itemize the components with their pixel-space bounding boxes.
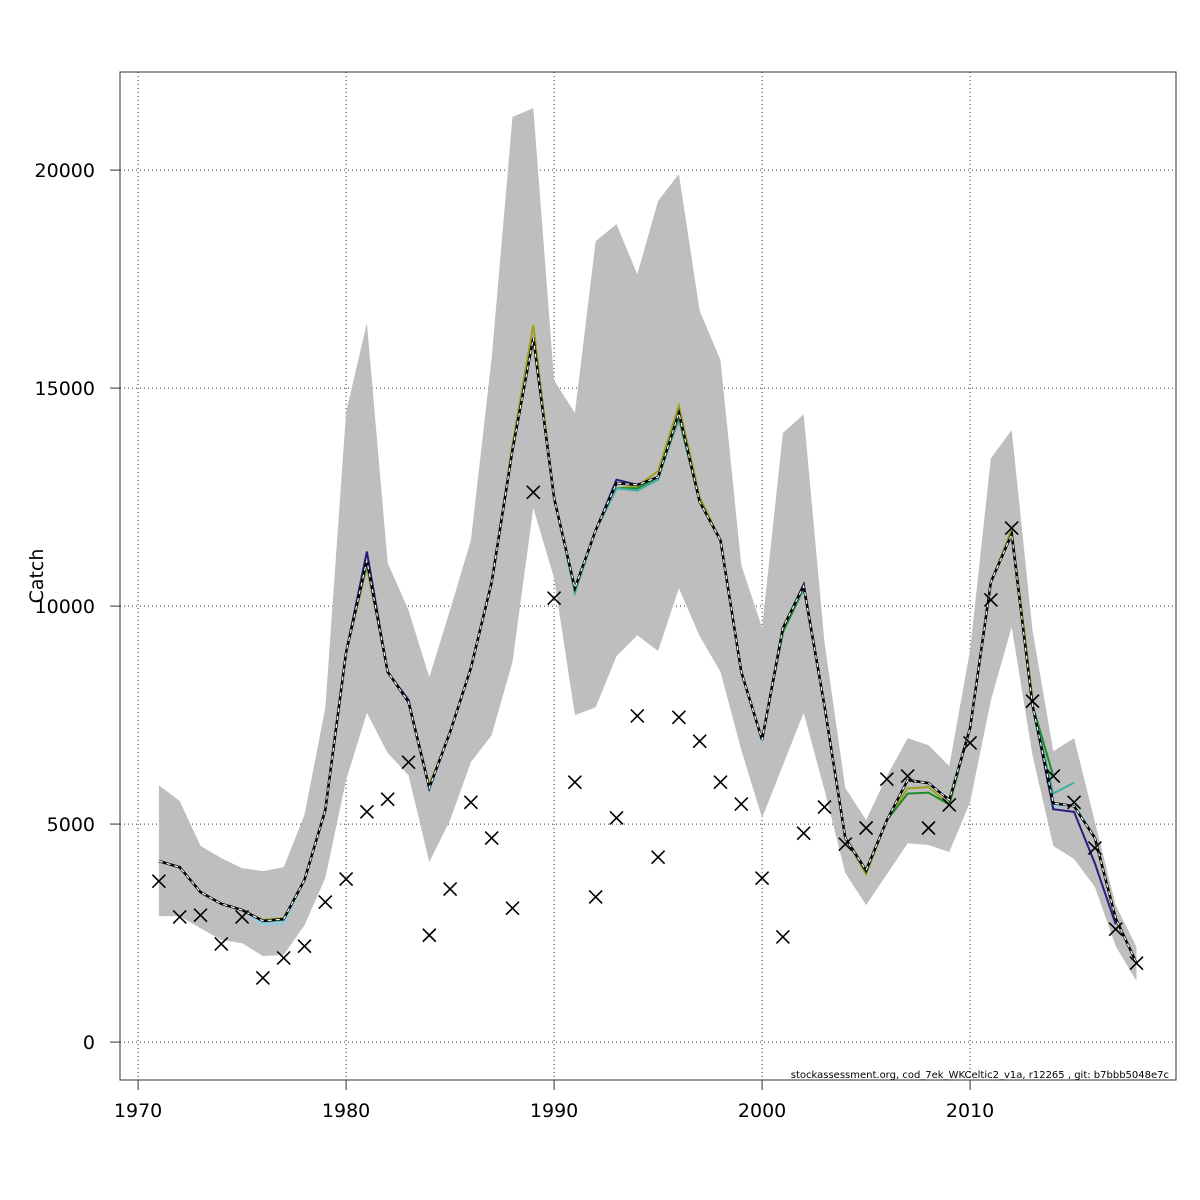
- observed-point: [255, 970, 270, 986]
- y-tick-label: 20000: [35, 160, 95, 182]
- observed-point: [817, 800, 832, 815]
- observed-point: [235, 909, 250, 925]
- x-tick-label: 1980: [322, 1100, 370, 1122]
- observed-point: [422, 928, 437, 943]
- y-axis-label: Catch: [26, 549, 48, 604]
- observed-point: [671, 710, 686, 725]
- series-lines: [158, 324, 1138, 964]
- observed-point: [630, 708, 645, 724]
- x-tick-label: 2010: [946, 1100, 994, 1122]
- observed-point: [838, 837, 853, 852]
- observed-point: [276, 950, 291, 965]
- observed-point: [983, 592, 998, 608]
- y-tick-label: 10000: [35, 596, 95, 618]
- observed-point: [547, 591, 562, 606]
- observed-point: [172, 909, 187, 925]
- observed-point: [567, 775, 582, 790]
- observed-point: [1087, 840, 1102, 856]
- observed-point: [609, 810, 624, 826]
- observed-point: [796, 826, 811, 841]
- x-tick-label: 1990: [530, 1100, 578, 1122]
- observed-point: [1129, 956, 1144, 971]
- observed-point: [1108, 922, 1123, 937]
- observed-point: [1046, 769, 1061, 784]
- observed-point: [463, 795, 478, 810]
- x-tick-label: 2000: [738, 1100, 786, 1122]
- observed-point: [1004, 520, 1019, 536]
- y-tick-label: 15000: [35, 378, 95, 400]
- observed-point: [443, 881, 458, 897]
- observed-point: [1025, 694, 1040, 709]
- observed-point: [692, 734, 707, 749]
- observed-point: [214, 936, 229, 952]
- confidence-band: [158, 108, 1137, 982]
- observed-point: [963, 735, 978, 751]
- observed-point: [297, 939, 312, 954]
- observed-point: [380, 792, 395, 807]
- y-tick-label: 0: [83, 1032, 95, 1054]
- observed-point: [526, 485, 541, 500]
- x-tick-label: 1970: [114, 1100, 162, 1122]
- observed-point: [484, 830, 499, 846]
- observed-point: [775, 929, 790, 945]
- confidence-band-area: [158, 108, 1137, 982]
- observed-point: [339, 871, 354, 887]
- axes: 1970 1980 1990 2000 2010 0 5000 10000 15000 20000: [35, 160, 995, 1122]
- observed-point: [359, 804, 374, 819]
- observed-point: [713, 775, 728, 790]
- observed-point: [859, 820, 874, 836]
- plot-frame: [119, 71, 1177, 1081]
- observed-point: [879, 772, 894, 787]
- series-line-base-dash: [158, 337, 1138, 964]
- observed-point: [401, 755, 416, 770]
- observed-point: [921, 820, 936, 836]
- footer-text: stockassessment.org, cod_7ek_WKCeltic2_v…: [791, 1070, 1169, 1081]
- observed-markers: [151, 485, 1144, 986]
- observed-point: [900, 769, 915, 784]
- observed-point: [318, 895, 333, 910]
- observed-point: [151, 874, 166, 889]
- observed-point: [651, 850, 666, 865]
- observed-point: [193, 908, 208, 923]
- observed-point: [1067, 795, 1082, 810]
- observed-point: [942, 797, 957, 812]
- observed-point: [734, 796, 749, 812]
- observed-point: [505, 901, 520, 916]
- observed-point: [755, 871, 770, 886]
- observed-point: [588, 889, 603, 904]
- y-tick-label: 5000: [47, 814, 95, 836]
